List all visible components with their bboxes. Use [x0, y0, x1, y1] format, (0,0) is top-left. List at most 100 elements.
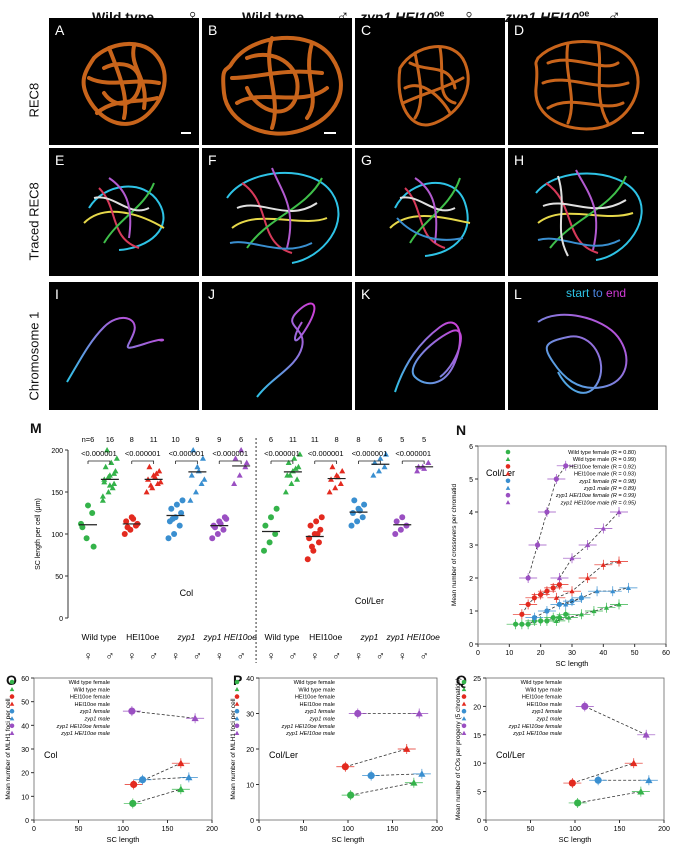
x-tick-label: 200 [658, 826, 670, 833]
rec8-signal [221, 36, 343, 136]
data-point [194, 463, 201, 470]
data-point [90, 543, 97, 550]
data-point [262, 522, 269, 529]
series-line [131, 710, 196, 719]
data-point [610, 588, 616, 594]
data-point [232, 455, 239, 461]
legend-label: Wild type male (R = 0.99) [573, 457, 636, 463]
y-tick-label: 5 [469, 477, 473, 484]
data-point [315, 539, 322, 546]
male-symbol: ♂ [420, 649, 429, 663]
x-tick-label: 20 [537, 650, 545, 657]
male-symbol: ♂ [105, 649, 114, 663]
data-point [130, 515, 137, 522]
data-point [525, 601, 531, 607]
legend-marker [461, 708, 467, 714]
y-tick-label: 20 [246, 747, 254, 754]
data-point [403, 745, 411, 752]
traced-rec8-wt-female: E [49, 148, 199, 276]
dataset-annotation: Col/Ler [269, 750, 298, 760]
plot-frame [485, 677, 665, 821]
data-point [361, 501, 368, 508]
y-tick-label: 25 [473, 676, 481, 683]
n-label: n=6 [82, 435, 95, 444]
data-point [124, 524, 131, 531]
legend-label: Wild type female (R = 0.80) [568, 450, 636, 456]
data-point [282, 489, 289, 495]
series-line [350, 782, 414, 796]
n-label: 5 [400, 435, 404, 444]
legend-label: zyp1 HEI10oe female [56, 724, 110, 730]
legend-label: HEI10oe female [295, 695, 335, 701]
data-point [337, 480, 344, 486]
data-point [348, 522, 355, 529]
data-point [569, 555, 575, 561]
data-point [79, 524, 86, 531]
data-point [201, 476, 208, 482]
legend-label: Wild type male [525, 687, 562, 693]
data-point [192, 489, 199, 495]
data-point [642, 731, 650, 738]
y-tick-label: 10 [473, 761, 481, 768]
legend-marker [461, 730, 467, 735]
panel-letter-N: N [456, 422, 467, 438]
female-symbol: ♀ [310, 649, 319, 663]
legend-label: zyp1 female [304, 709, 335, 715]
x-tick-label: 30 [568, 650, 576, 657]
data-point [185, 773, 193, 781]
data-point [525, 575, 531, 581]
data-point [168, 505, 175, 512]
data-point [339, 468, 346, 474]
female-symbol: ♀ [84, 649, 93, 663]
series-line [565, 587, 629, 605]
series-line [584, 706, 647, 736]
data-point [600, 525, 606, 531]
data-point [105, 473, 112, 480]
data-point [130, 780, 138, 789]
legend-marker [505, 492, 511, 498]
data-point [544, 588, 550, 594]
legend-label: HEI10oe male (R = 0.93) [574, 472, 636, 478]
data-point [214, 531, 221, 537]
comparison-bracket [358, 460, 381, 464]
legend-marker [234, 723, 240, 729]
legend-label: zyp1 HEI10oe male [60, 731, 110, 737]
panel-letter-F: F [208, 152, 217, 168]
data-point [371, 459, 378, 465]
data-point [268, 514, 274, 521]
data-point [138, 776, 147, 784]
data-point [243, 459, 250, 465]
data-point [397, 526, 404, 533]
panel-letter-E: E [55, 152, 65, 168]
data-point [113, 455, 120, 461]
legend-to: to [592, 286, 603, 300]
data-point [108, 459, 115, 465]
n-label: 5 [422, 435, 426, 444]
micrograph-rec8-zyp1-hei10-male: D [508, 18, 658, 145]
data-point [578, 611, 584, 617]
legend-label: zyp1 HEI10oe female [281, 724, 335, 730]
y-tick-label: 0 [477, 818, 481, 825]
traced-chromosomes [535, 169, 643, 261]
comparison-bracket [401, 460, 425, 464]
data-point [553, 618, 559, 623]
y-axis-label: Mean number of crossovers per chromatid [451, 484, 458, 606]
data-point [83, 535, 90, 542]
data-point [318, 514, 325, 521]
series-line [133, 762, 182, 785]
x-axis-label: SC length [559, 835, 592, 844]
data-point [382, 451, 389, 457]
data-point [191, 714, 199, 722]
legend-label: Wild type male [73, 687, 110, 693]
x-tick-label: 100 [569, 826, 581, 833]
data-point [187, 497, 194, 503]
genotype-label: Wild type [81, 632, 116, 642]
legend-label: zyp1 female [531, 709, 562, 715]
n-label: 9 [217, 435, 221, 444]
chromosome1-trace [537, 313, 628, 394]
p-value: <0.000001 [352, 449, 388, 458]
data-point [375, 468, 382, 474]
chromosome1-wt-male: J [202, 282, 352, 410]
comparison-bracket [218, 460, 242, 464]
data-point [563, 463, 569, 469]
